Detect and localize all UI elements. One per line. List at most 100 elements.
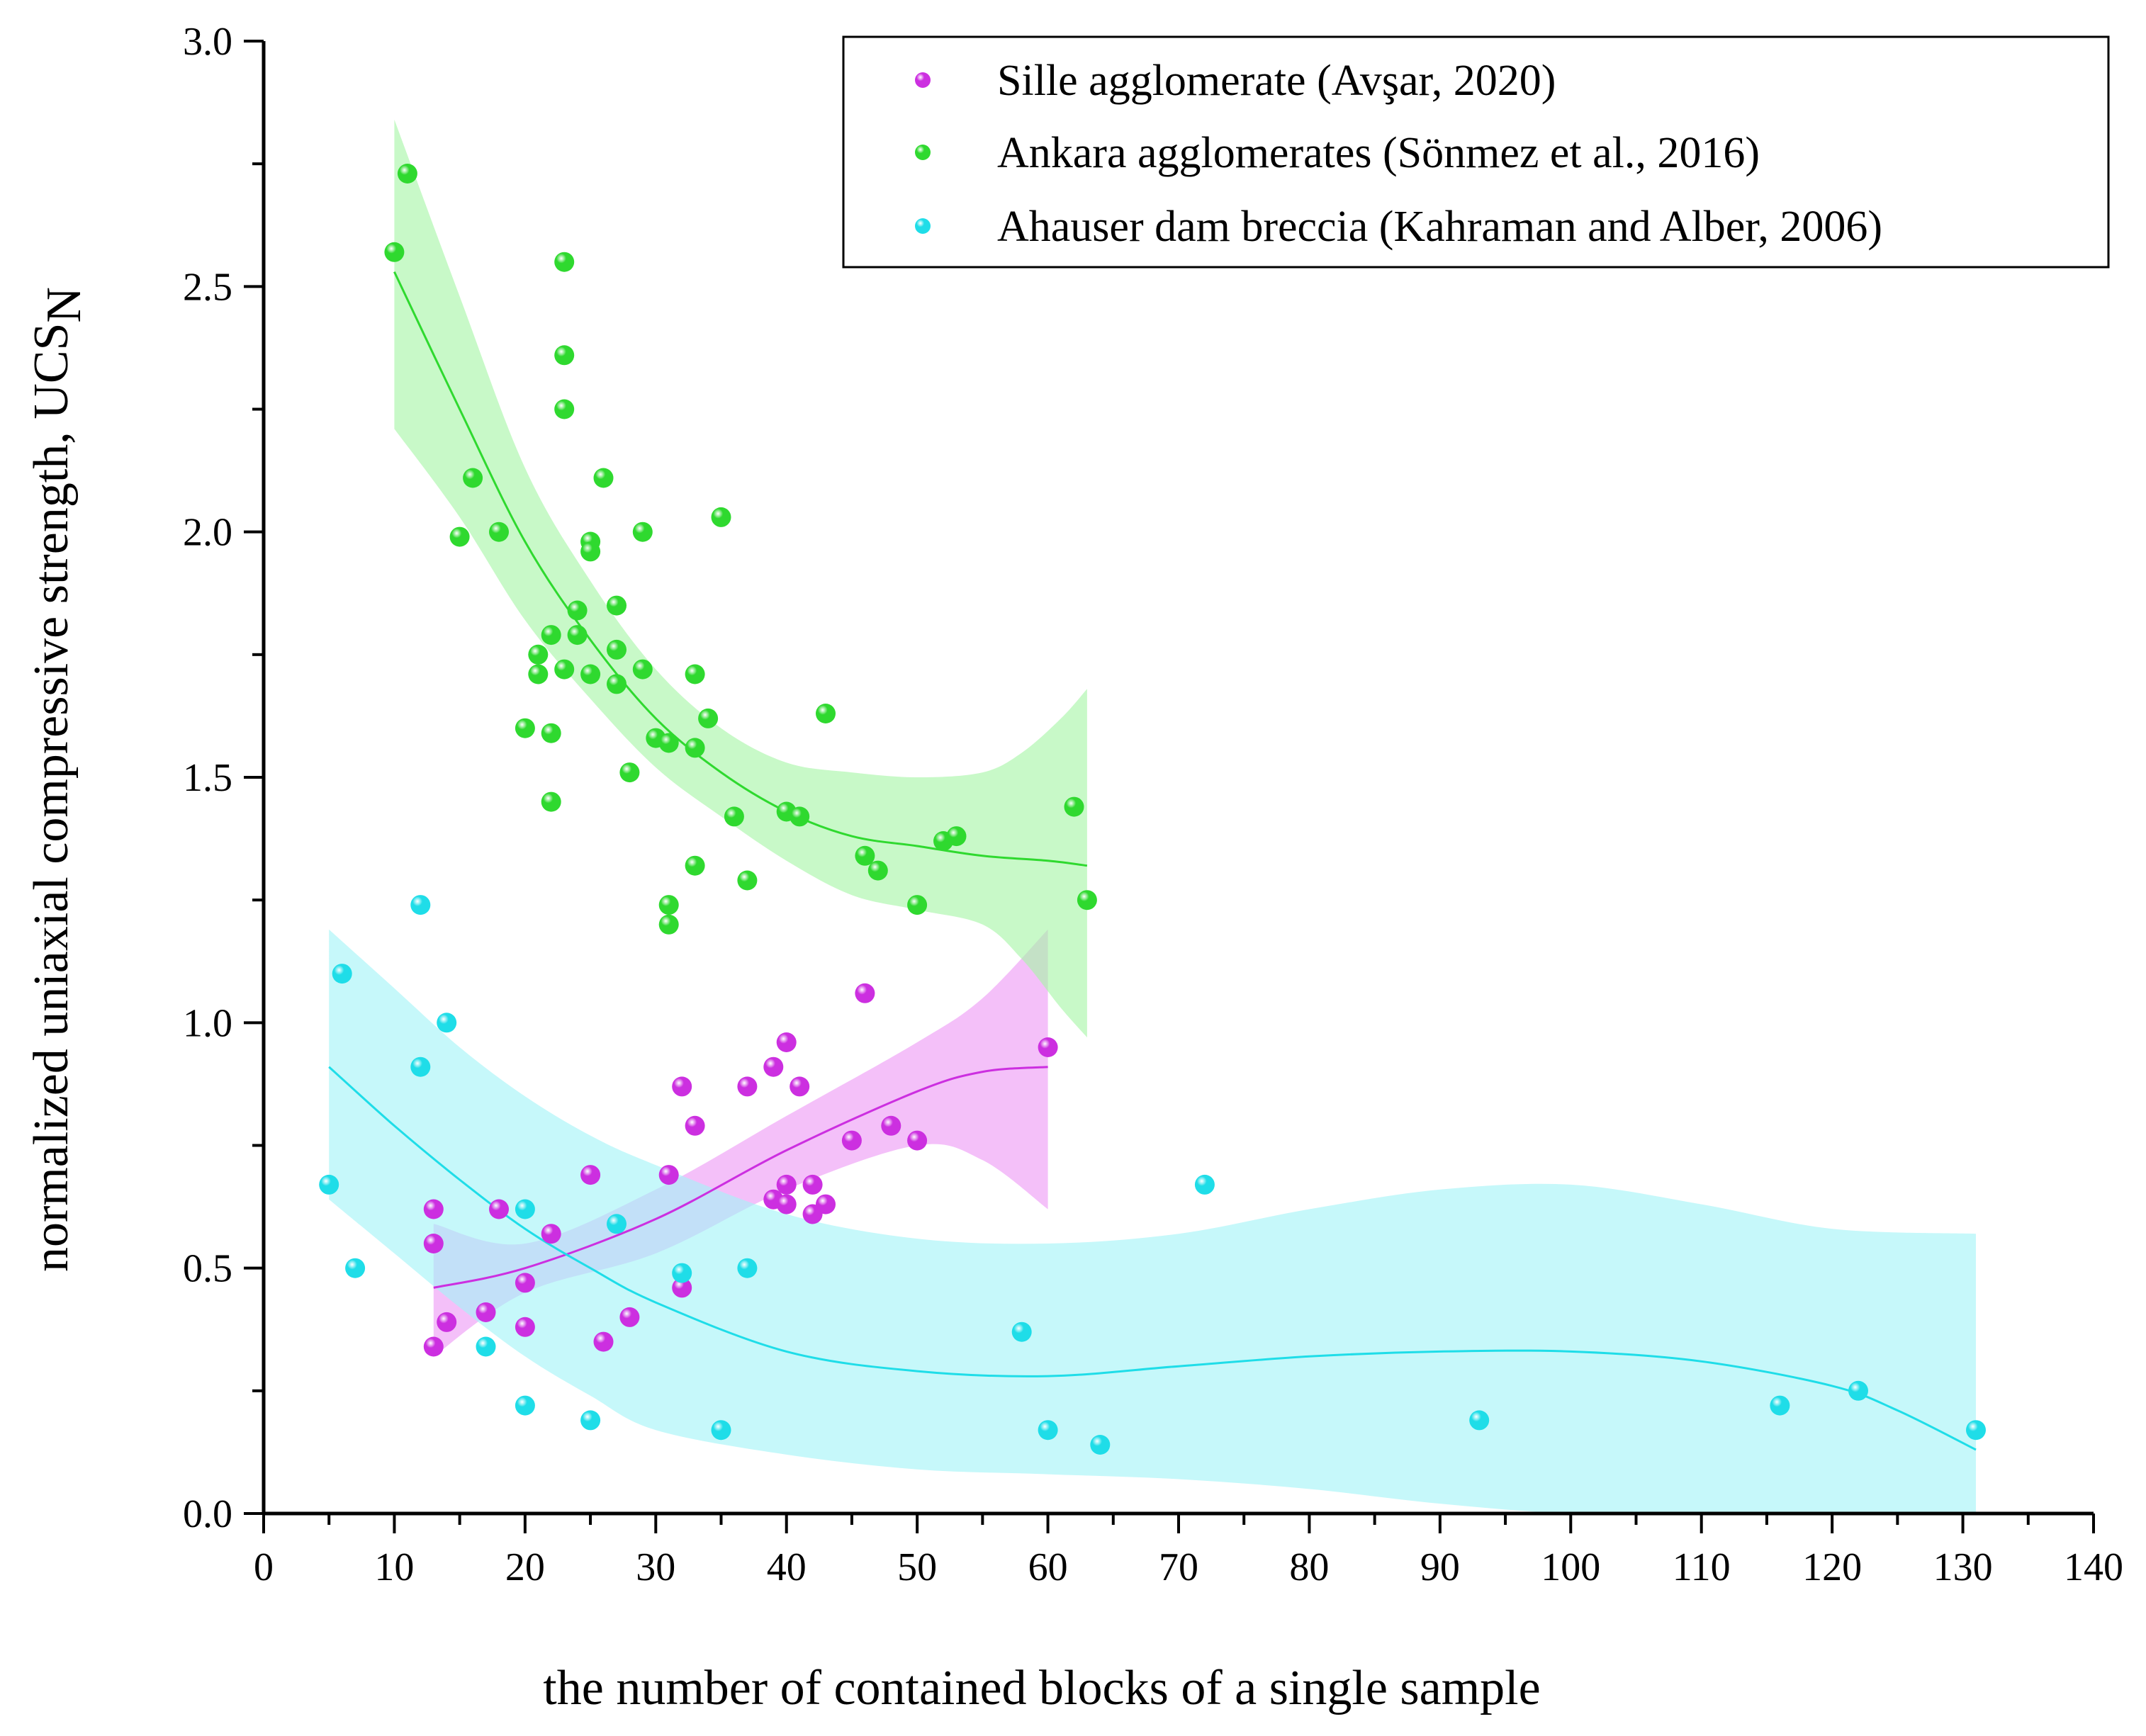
data-point-ankara xyxy=(724,806,744,827)
data-point-ankara xyxy=(554,399,575,419)
x-tick-label: 50 xyxy=(897,1545,937,1589)
data-point-ankara xyxy=(528,664,549,684)
data-point-sille xyxy=(437,1312,457,1332)
data-point-ankara xyxy=(685,664,705,684)
data-point-sille xyxy=(855,983,875,1003)
y-tick-label: 2.0 xyxy=(183,511,232,555)
data-point-ahauser xyxy=(332,964,352,984)
legend-item-ahauser: Ahauser dam breccia (Kahraman and Alber,… xyxy=(915,203,1882,251)
data-point-ankara xyxy=(397,164,417,184)
y-tick-label: 3.0 xyxy=(183,20,232,64)
y-axis-title-main: normalized uniaxial compressive strength… xyxy=(24,323,79,1272)
data-point-sille xyxy=(776,1194,797,1214)
data-point-ankara xyxy=(489,522,509,542)
data-point-sille xyxy=(541,1224,561,1244)
legend-marker-ahauser xyxy=(915,218,931,234)
fit-curves xyxy=(328,271,1977,1451)
data-point-ankara xyxy=(790,806,810,827)
data-point-ankara xyxy=(867,860,888,881)
data-point-sille xyxy=(816,1194,836,1214)
y-tick-label: 1.0 xyxy=(183,1001,232,1045)
x-tick-label: 100 xyxy=(1541,1545,1600,1589)
data-point-ankara xyxy=(658,895,679,915)
data-point-ankara xyxy=(619,762,640,783)
data-point-ahauser xyxy=(319,1174,339,1195)
data-point-sille xyxy=(476,1302,496,1322)
data-point-sille xyxy=(515,1273,535,1293)
x-tick-label: 80 xyxy=(1289,1545,1329,1589)
data-point-ankara xyxy=(698,708,719,728)
data-point-ahauser xyxy=(410,1056,431,1077)
y-axis-title: normalized uniaxial compressive strength… xyxy=(24,287,91,1272)
data-point-ahauser xyxy=(1011,1321,1032,1342)
y-tick-label: 1.5 xyxy=(183,756,232,800)
data-point-ahauser xyxy=(437,1013,457,1033)
data-point-ankara xyxy=(1077,890,1097,911)
data-point-ankara xyxy=(541,791,561,812)
data-point-ankara xyxy=(632,522,653,542)
data-point-sille xyxy=(423,1234,444,1253)
data-point-ankara xyxy=(1064,796,1084,817)
data-point-sille xyxy=(881,1115,901,1136)
y-axis-title-subscript: N xyxy=(37,287,91,323)
data-point-sille xyxy=(672,1076,692,1097)
data-point-ankara xyxy=(607,674,627,694)
x-tick-label: 70 xyxy=(1159,1545,1198,1589)
data-points xyxy=(319,164,1986,1455)
data-point-ankara xyxy=(737,870,758,891)
data-point-ankara xyxy=(685,855,705,876)
data-point-ankara xyxy=(580,664,601,684)
y-tick-label: 0.0 xyxy=(183,1492,232,1536)
data-point-ahauser xyxy=(711,1420,731,1441)
data-point-sille xyxy=(790,1076,810,1097)
data-point-ankara xyxy=(580,541,601,562)
data-point-ankara xyxy=(685,738,705,758)
data-point-ahauser xyxy=(1848,1380,1868,1401)
data-point-sille xyxy=(841,1130,862,1151)
data-point-sille xyxy=(619,1307,640,1327)
data-point-ankara xyxy=(567,600,588,621)
data-point-sille xyxy=(737,1076,758,1097)
data-point-ankara xyxy=(658,914,679,935)
data-point-ahauser xyxy=(607,1214,627,1234)
data-point-sille xyxy=(1038,1037,1058,1057)
data-point-ahauser xyxy=(580,1410,601,1431)
data-point-sille xyxy=(658,1165,679,1185)
data-point-ankara xyxy=(384,242,405,262)
data-point-ahauser xyxy=(1469,1410,1490,1431)
data-point-ahauser xyxy=(515,1199,535,1219)
data-point-ahauser xyxy=(1194,1174,1215,1195)
fit-line-ahauser xyxy=(328,1066,1977,1451)
x-tick-label: 60 xyxy=(1028,1545,1068,1589)
legend-label-ankara: Ankara agglomerates (Sönmez et al., 2016… xyxy=(997,129,1760,177)
data-point-ankara xyxy=(554,659,575,680)
data-point-sille xyxy=(489,1199,509,1219)
data-point-ankara xyxy=(607,595,627,616)
data-point-ankara xyxy=(528,644,549,665)
x-tick-label: 0 xyxy=(254,1545,274,1589)
fit-line-ankara xyxy=(393,271,1088,867)
data-point-ankara xyxy=(816,704,836,723)
data-point-ankara xyxy=(554,345,575,366)
data-point-ankara xyxy=(946,826,967,847)
data-point-ahauser xyxy=(515,1395,535,1416)
legend: Sille agglomerate (Avşar, 2020) Ankara a… xyxy=(842,35,2110,269)
data-point-ankara xyxy=(593,468,614,488)
data-point-ankara xyxy=(541,625,561,646)
y-tick-label: 0.5 xyxy=(183,1247,232,1291)
x-tick-label: 40 xyxy=(767,1545,807,1589)
data-point-sille xyxy=(907,1130,928,1151)
fit-line-sille xyxy=(433,1066,1048,1289)
x-tick-label: 10 xyxy=(374,1545,414,1589)
data-point-sille xyxy=(515,1317,535,1337)
legend-label-sille: Sille agglomerate (Avşar, 2020) xyxy=(997,57,1556,105)
data-point-sille xyxy=(593,1331,614,1352)
legend-marker-ankara xyxy=(915,145,931,160)
legend-item-sille: Sille agglomerate (Avşar, 2020) xyxy=(915,57,1556,105)
y-ticks: 0.0 0.5 1.0 1.5 2.0 2.5 3.0 xyxy=(183,20,264,1536)
data-point-ankara xyxy=(607,639,627,660)
x-tick-label: 30 xyxy=(636,1545,675,1589)
data-point-ankara xyxy=(554,252,575,272)
data-point-ankara xyxy=(449,526,470,547)
x-tick-label: 110 xyxy=(1673,1545,1731,1589)
